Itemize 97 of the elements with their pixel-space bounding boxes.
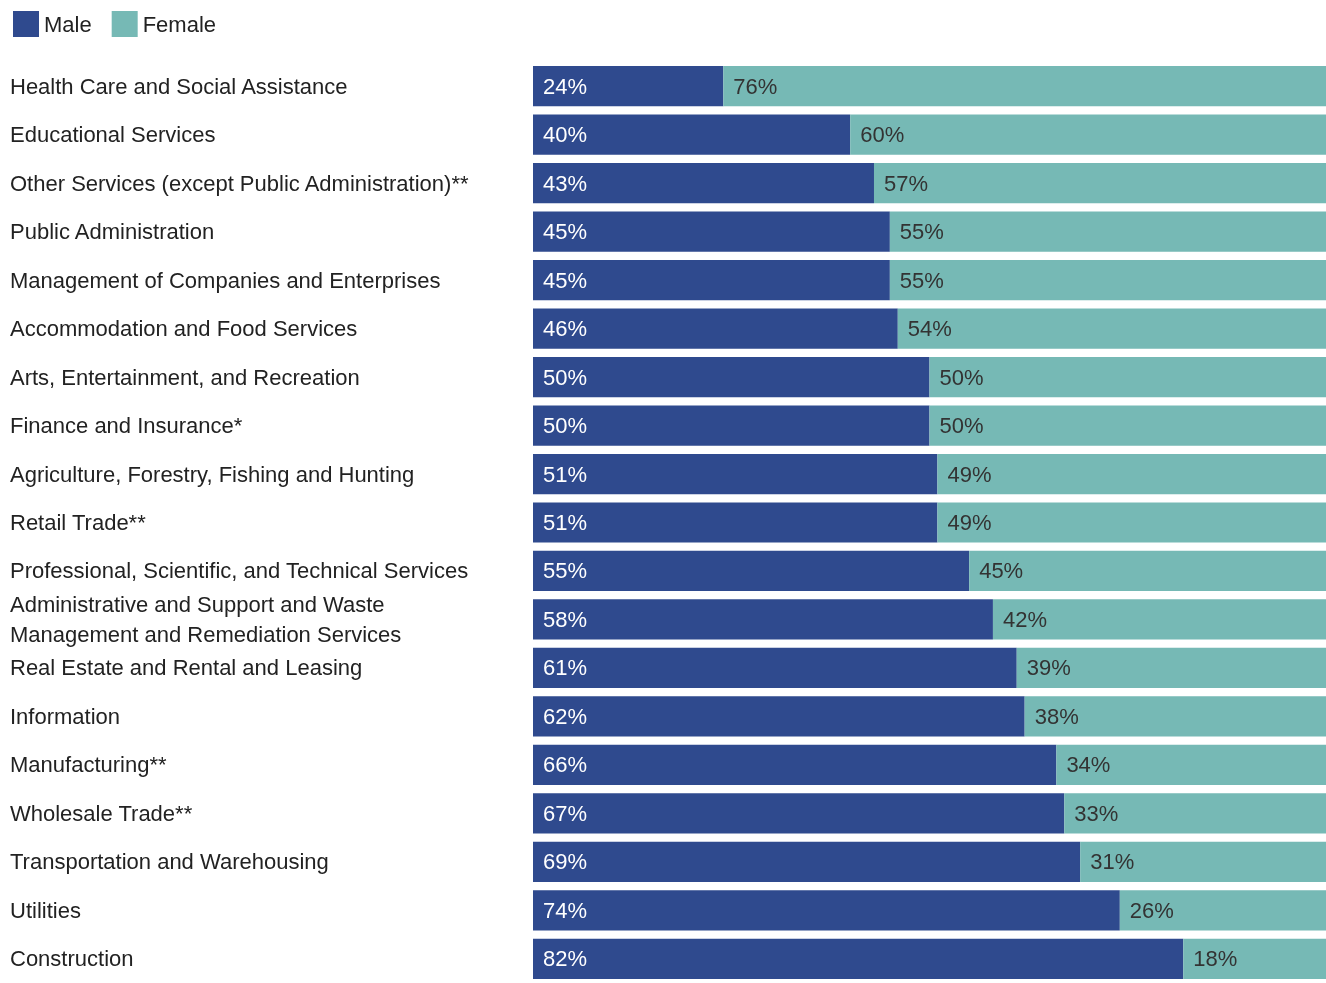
bar	[1056, 744, 1326, 785]
bar	[533, 599, 993, 640]
legend-label: Male	[44, 11, 92, 37]
data-label: 45%	[543, 267, 588, 293]
bar	[929, 405, 1326, 446]
bar	[533, 211, 890, 252]
y-tick-label: Professional, Scientific, and Technical Services	[10, 558, 469, 584]
data-label: 18%	[1193, 946, 1238, 972]
bar	[533, 890, 1120, 931]
y-tick-label: Finance and Insurance*	[10, 413, 243, 439]
data-label: 33%	[1074, 800, 1119, 826]
bar	[850, 114, 1326, 155]
y-tick-label: Administrative and Support and Waste Management and Remediation Services	[10, 591, 402, 647]
data-label: 57%	[883, 170, 929, 196]
bar	[1064, 793, 1326, 834]
y-tick-label: Accommodation and Food Services	[10, 316, 358, 342]
data-label: 58%	[543, 606, 588, 632]
y-tick-label: Information	[10, 703, 121, 729]
y-tick-label: Other Services (except Public Administration)**	[10, 170, 469, 196]
data-label: 50%	[543, 413, 588, 439]
data-label: 39%	[1026, 655, 1071, 681]
y-tick-label: Public Administration	[10, 219, 215, 245]
bar	[533, 696, 1025, 737]
y-tick-label: Retail Trade**	[10, 510, 147, 535]
data-label: 51%	[543, 510, 588, 535]
data-label: 45%	[543, 219, 588, 245]
data-label: 26%	[1129, 897, 1174, 923]
data-label: 61%	[543, 655, 588, 681]
y-tick-label: Management of Companies and Enterprises	[10, 267, 441, 293]
y-tick-label: Real Estate and Rental and Leasing	[10, 655, 363, 681]
data-label: 40%	[543, 122, 588, 148]
y-tick-label: Educational Services	[10, 122, 216, 148]
data-label: 55%	[899, 267, 944, 293]
bar	[929, 356, 1326, 398]
bar	[533, 308, 898, 349]
data-label: 50%	[543, 364, 588, 390]
bar	[533, 744, 1057, 785]
data-label: 66%	[543, 752, 588, 778]
data-label: 43%	[543, 170, 588, 196]
bar	[1119, 890, 1326, 931]
data-label: 50%	[939, 364, 984, 390]
y-tick-label: Transportation and Warehousing	[10, 849, 329, 875]
bar	[937, 502, 1326, 543]
y-tick-label: Health Care and Social Assistance	[10, 73, 348, 99]
bar	[533, 356, 930, 398]
y-tick-label: Agriculture, Forestry, Fishing and Hunting	[10, 461, 415, 487]
bar	[533, 453, 938, 495]
data-label: 69%	[543, 849, 588, 875]
bar	[873, 163, 1326, 204]
bar	[533, 114, 851, 155]
bar	[533, 163, 874, 204]
bar	[533, 66, 724, 107]
data-label: 54%	[907, 316, 952, 342]
bar	[1183, 938, 1326, 979]
data-label: 46%	[543, 316, 588, 342]
bar	[533, 260, 890, 301]
bar	[533, 550, 970, 592]
bar	[533, 502, 938, 543]
data-label: 38%	[1034, 703, 1079, 729]
data-label: 49%	[947, 510, 992, 535]
bar	[897, 308, 1326, 349]
bar	[969, 550, 1326, 592]
bar	[889, 260, 1326, 301]
bar	[1024, 696, 1326, 737]
bar	[533, 405, 930, 446]
y-tick-label: Wholesale Trade**	[10, 800, 193, 826]
data-label: 34%	[1066, 752, 1111, 778]
data-label: 49%	[947, 461, 992, 487]
bar	[533, 793, 1065, 834]
data-label: 31%	[1090, 849, 1135, 875]
bar	[533, 938, 1184, 979]
data-label: 60%	[860, 122, 905, 148]
data-label: 67%	[543, 800, 588, 826]
bar	[1016, 647, 1326, 689]
bar	[937, 453, 1326, 495]
y-tick-label: Manufacturing**	[10, 752, 167, 778]
data-label: 55%	[543, 558, 588, 584]
bar	[889, 211, 1326, 252]
bar	[533, 647, 1017, 689]
data-label: 51%	[543, 461, 588, 487]
bar	[1080, 841, 1326, 882]
bar	[723, 66, 1326, 107]
data-label: 24%	[543, 73, 588, 99]
data-label: 50%	[939, 413, 984, 439]
data-label: 45%	[979, 558, 1024, 584]
data-label: 74%	[543, 897, 588, 923]
data-label: 55%	[899, 219, 944, 245]
bar	[533, 841, 1081, 882]
bar	[992, 599, 1326, 640]
y-tick-label: Utilities	[10, 897, 81, 923]
legend-label: Female	[142, 11, 217, 37]
y-tick-label: Arts, Entertainment, and Recreation	[10, 364, 360, 390]
data-label: 62%	[543, 703, 588, 729]
data-label: 42%	[1002, 606, 1047, 632]
data-label: 76%	[733, 73, 778, 99]
y-tick-label: Construction	[10, 946, 134, 972]
data-label: 82%	[543, 946, 588, 972]
